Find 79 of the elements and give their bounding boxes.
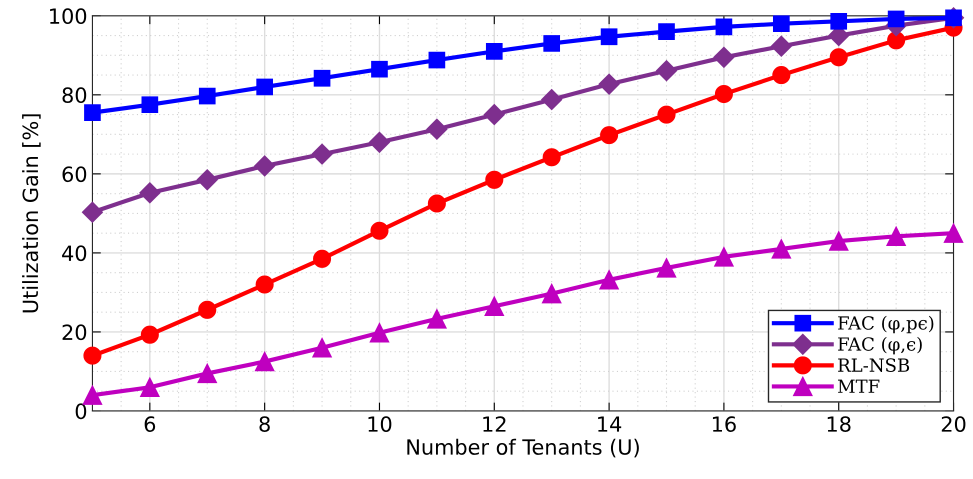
- point: [82, 385, 102, 405]
- point: [772, 239, 792, 259]
- point: [599, 270, 619, 290]
- point: [658, 23, 675, 40]
- point: [829, 231, 848, 251]
- point: [713, 46, 734, 68]
- point: [84, 104, 101, 121]
- x-tick-label: 14: [598, 416, 622, 432]
- legend-label: MTF: [838, 380, 880, 393]
- point: [254, 352, 274, 372]
- x-tick-label: 16: [712, 416, 736, 432]
- x-tick-label: 20: [942, 416, 966, 432]
- point: [484, 296, 504, 316]
- point: [486, 43, 503, 60]
- point: [82, 202, 103, 223]
- point: [542, 148, 561, 166]
- point: [656, 258, 676, 278]
- point: [888, 10, 904, 28]
- point: [427, 309, 447, 329]
- point: [716, 18, 732, 36]
- y-tick-label: 100: [50, 8, 86, 24]
- point: [484, 104, 505, 126]
- point: [198, 300, 216, 319]
- x-tick-label: 8: [259, 416, 270, 432]
- point: [770, 36, 792, 57]
- legend-label: FAC (φ,ϵ): [838, 336, 922, 354]
- point: [370, 323, 390, 342]
- point: [598, 74, 620, 95]
- point: [772, 15, 790, 32]
- point: [887, 31, 906, 50]
- point: [830, 48, 848, 66]
- point: [83, 346, 102, 365]
- point: [371, 60, 388, 78]
- y-axis-title: Utilization Gain [%]: [22, 114, 41, 312]
- point: [714, 85, 733, 104]
- point: [542, 284, 562, 304]
- point: [142, 96, 158, 114]
- y-tick-label: 0: [76, 403, 86, 420]
- x-tick-label: 18: [828, 416, 851, 432]
- point: [254, 155, 276, 176]
- point: [944, 223, 964, 243]
- x-tick-label: 12: [483, 416, 506, 432]
- point: [657, 106, 676, 124]
- point: [370, 222, 388, 240]
- legend-label: FAC (φ,pϵ): [838, 316, 934, 334]
- legend-label: RL-NSB: [838, 358, 910, 372]
- point: [312, 338, 332, 358]
- point: [485, 170, 504, 189]
- point: [140, 326, 159, 344]
- point: [541, 89, 562, 110]
- point: [313, 250, 332, 268]
- point: [714, 247, 734, 267]
- point: [830, 13, 848, 30]
- point: [600, 126, 618, 144]
- y-tick-label: 80: [62, 87, 86, 104]
- point: [600, 28, 618, 46]
- point: [196, 169, 218, 190]
- x-tick-label: 10: [368, 416, 392, 432]
- point: [256, 78, 273, 96]
- y-tick-label: 40: [62, 245, 86, 262]
- point: [368, 132, 390, 153]
- point: [314, 70, 330, 87]
- x-axis-title: Number of Tenants (U): [407, 438, 639, 458]
- point: [426, 118, 448, 140]
- point: [198, 364, 217, 384]
- point: [312, 144, 333, 165]
- point: [886, 226, 906, 246]
- x-tick-label: 6: [144, 416, 156, 432]
- y-tick-label: 20: [62, 324, 86, 340]
- point: [140, 378, 160, 397]
- point: [198, 88, 216, 104]
- point: [428, 52, 446, 68]
- point: [543, 35, 560, 52]
- point: [139, 182, 160, 204]
- point: [772, 66, 790, 84]
- y-tick-label: 60: [62, 166, 86, 182]
- point: [256, 276, 274, 294]
- point: [656, 60, 678, 82]
- point: [428, 194, 446, 213]
